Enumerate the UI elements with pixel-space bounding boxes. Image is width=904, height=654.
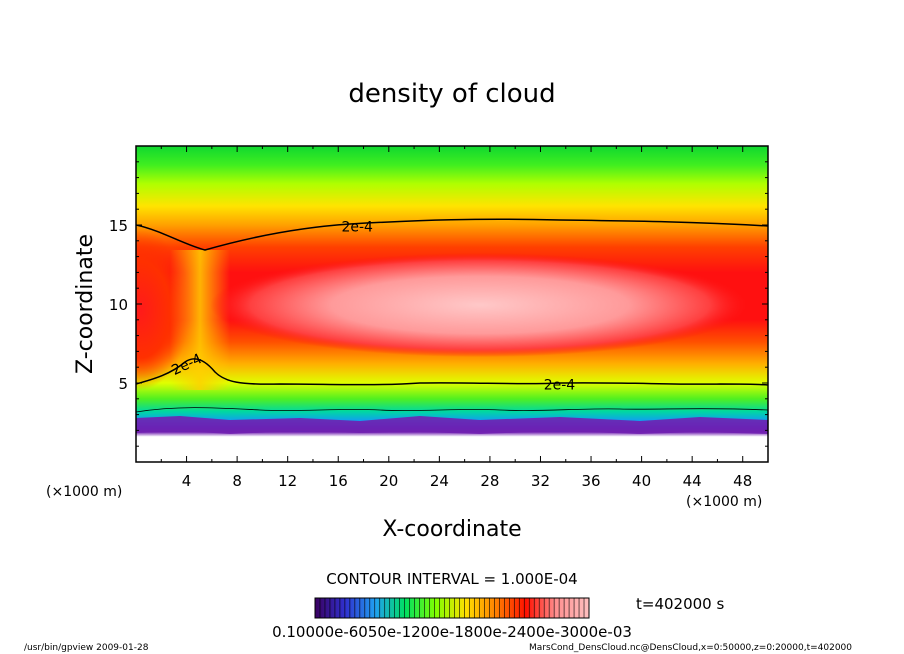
footer-right: MarsCond_DensCloud.nc@DensCloud,x=0:5000… xyxy=(529,643,852,653)
x-axis-ticks: 4 8 12 16 20 24 28 32 36 40 44 48 xyxy=(160,146,769,490)
x-unit-label: (×1000 m) xyxy=(686,494,762,510)
y-tick-label: 5 xyxy=(118,375,128,393)
x-tick-label: 28 xyxy=(480,472,499,490)
x-tick-label: 12 xyxy=(278,472,297,490)
y-unit-label: (×1000 m) xyxy=(46,484,122,500)
time-label: t=402000 s xyxy=(636,595,724,613)
contour-labels: 2e-42e-42e-4 xyxy=(169,220,576,394)
x-tick-label: 36 xyxy=(581,472,600,490)
x-axis-label: X-coordinate xyxy=(382,517,521,542)
x-tick-label: 24 xyxy=(430,472,449,490)
cloud-base xyxy=(136,416,768,434)
x-tick-label: 16 xyxy=(329,472,348,490)
contour-label: 2e-4 xyxy=(544,378,576,394)
x-tick-label: 32 xyxy=(531,472,550,490)
colorbar-divisions xyxy=(319,598,585,618)
colorbar xyxy=(314,597,590,619)
y-axis-ticks: 5 10 15 xyxy=(109,161,768,447)
colorbar-ticks: 0.10000e-6050e-1200e-1800e-2400e-3000e-0… xyxy=(272,623,632,641)
x-tick-label: 48 xyxy=(733,472,752,490)
x-tick-label: 8 xyxy=(232,472,242,490)
contour-base xyxy=(136,407,768,413)
x-tick-label: 4 xyxy=(182,472,192,490)
x-tick-label: 44 xyxy=(683,472,702,490)
x-tick-label: 20 xyxy=(379,472,398,490)
footer-left: /usr/bin/gpview 2009-01-28 xyxy=(24,643,149,653)
cloud-core xyxy=(210,253,750,357)
y-tick-label: 15 xyxy=(109,217,128,235)
x-tick-label: 40 xyxy=(632,472,651,490)
y-axis-label: Z-coordinate xyxy=(73,234,98,374)
contour-label: 2e-4 xyxy=(341,220,373,236)
y-tick-label: 10 xyxy=(109,296,128,314)
contour-upper xyxy=(136,218,768,251)
contour-lower xyxy=(136,358,768,386)
chart-title: density of cloud xyxy=(348,79,555,109)
plot-area: 2e-42e-42e-4 xyxy=(136,146,768,462)
contour-interval: CONTOUR INTERVAL = 1.000E-04 xyxy=(326,570,577,588)
